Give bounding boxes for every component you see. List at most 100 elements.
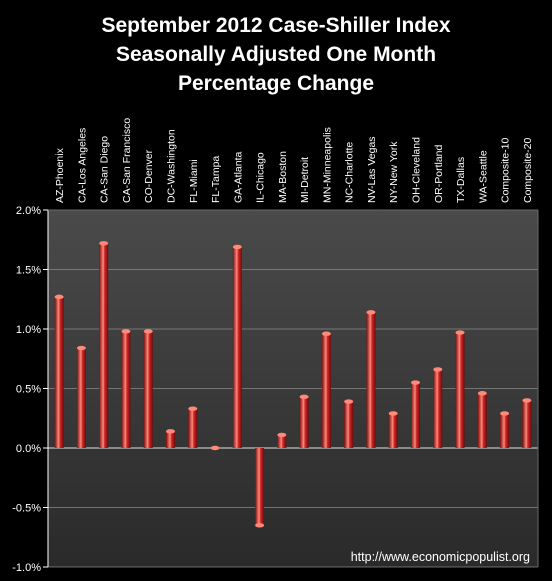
bar-body (455, 332, 465, 448)
y-tick-label: 1.5% (16, 265, 41, 277)
bar-body (166, 431, 175, 448)
x-tick-label: AZ-Phoenix (54, 147, 66, 203)
x-tick-label: Composite-20 (522, 137, 534, 203)
bar (388, 411, 398, 448)
y-tick-label: 0.5% (16, 384, 41, 396)
bar-cap (522, 398, 532, 403)
bars (54, 241, 532, 528)
bar (477, 391, 487, 448)
bar (54, 294, 64, 448)
bar (321, 331, 331, 448)
bar (500, 411, 510, 448)
bar-body (388, 413, 398, 448)
y-tick-label: 0.0% (16, 443, 41, 455)
bar (166, 429, 175, 448)
bar (76, 345, 86, 448)
x-axis-labels: AZ-Phoenix CA-Los Angeles CA-San Diego CA-S… (54, 118, 534, 203)
x-tick-label: DC-Washington (166, 129, 178, 203)
bar-body (500, 413, 510, 448)
chart-title-line-2: Seasonally Adjusted One Month (116, 43, 436, 66)
bar-body (277, 434, 287, 448)
bar-body (188, 408, 198, 448)
bar (455, 330, 465, 448)
bar-cap (188, 406, 198, 411)
bar-cap (54, 294, 64, 300)
x-tick-label: IL-Chicago (255, 152, 267, 203)
bar-body (99, 243, 109, 448)
chart-title: September 2012 Case-Shiller Index Season… (102, 14, 451, 95)
bar-cap (255, 523, 265, 528)
bar (210, 445, 220, 451)
bar (143, 329, 153, 448)
bar-body (321, 333, 331, 448)
bar-cap (232, 244, 242, 250)
bar-body (54, 296, 64, 448)
bar-cap (299, 394, 309, 400)
bar-cap (321, 331, 331, 336)
x-tick-label: NY-New York (388, 141, 400, 203)
x-tick-label: GA-Atlanta (232, 151, 244, 203)
bar-cap (500, 411, 510, 416)
bar-body (411, 382, 420, 448)
x-tick-label: WA-Seattle (477, 150, 489, 203)
x-tick-label: CA-San Diego (99, 136, 111, 203)
y-tick-label: 2.0% (16, 205, 41, 217)
bar-cap (210, 445, 220, 451)
chart-title-line-3: Percentage Change (178, 72, 374, 95)
bar-body (121, 331, 131, 448)
bar (188, 406, 198, 448)
bar (366, 310, 376, 448)
bar (411, 380, 420, 448)
bar-cap (344, 399, 354, 404)
x-tick-label: CA-San Francisco (121, 118, 133, 203)
bar-cap (76, 345, 86, 351)
bar (433, 367, 443, 448)
chart-title-line-1: September 2012 Case-Shiller Index (102, 14, 451, 37)
bar-body (477, 393, 487, 448)
y-tick-label: -1.0% (12, 562, 41, 574)
bar-body (299, 396, 309, 448)
y-axis: -1.0% -0.5% 0.0% 0.5% 1.0% 1.5% 2.0% (12, 205, 539, 574)
x-tick-label: Composite-10 (500, 137, 512, 203)
x-tick-label: OR-Portland (433, 144, 445, 203)
bar (277, 432, 287, 448)
x-tick-label: NC-Charlotte (344, 142, 356, 203)
bar-cap (455, 330, 465, 335)
bar-cap (166, 429, 175, 434)
bar-cap (366, 310, 376, 315)
bar-cap (277, 432, 287, 438)
bar-cap (99, 241, 109, 246)
bar-body (76, 348, 86, 448)
x-tick-label: FL-Tampa (210, 156, 222, 203)
bar-cap (388, 411, 398, 416)
bar-body (366, 312, 376, 448)
x-tick-label: NV-Las Vegas (366, 136, 378, 203)
bar-cap (143, 329, 153, 334)
x-tick-label: TX-Dallas (455, 157, 467, 203)
bar-body (344, 401, 354, 448)
x-tick-label: MI-Detroit (299, 157, 311, 203)
bar-body (255, 448, 265, 526)
bar-cap (477, 391, 487, 396)
bar (232, 244, 242, 448)
bar-cap (433, 367, 443, 372)
bar-body (143, 331, 153, 448)
bar (121, 329, 131, 448)
x-tick-label: MN-Minneapolis (321, 127, 333, 203)
bar-cap (411, 380, 420, 385)
bar (299, 394, 309, 448)
x-tick-label: CO-Denver (143, 149, 155, 203)
y-tick-label: 1.0% (16, 324, 41, 336)
bar-body (522, 400, 532, 448)
source-credit: http://www.economicpopulist.org (351, 550, 530, 564)
bar (522, 398, 532, 448)
bar (99, 241, 109, 448)
bar-body (433, 369, 443, 448)
bar-cap (121, 329, 131, 334)
bar-body (232, 246, 242, 448)
x-tick-label: CA-Los Angeles (76, 128, 88, 203)
bar (255, 448, 265, 528)
x-tick-label: FL-Miami (188, 159, 200, 203)
